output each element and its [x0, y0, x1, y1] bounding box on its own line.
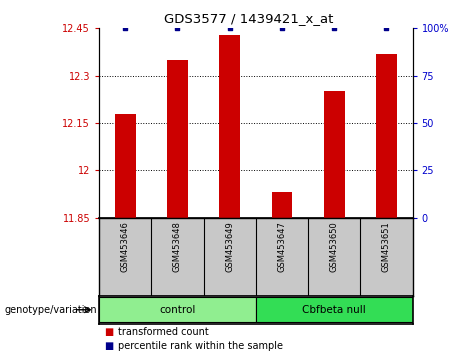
Bar	[99, 297, 256, 322]
Bar	[256, 297, 413, 322]
Text: GSM453650: GSM453650	[330, 222, 339, 272]
Text: ■: ■	[104, 341, 113, 351]
Point	[122, 25, 129, 31]
Point	[383, 25, 390, 31]
Text: GSM453649: GSM453649	[225, 222, 234, 272]
Point	[331, 25, 338, 31]
Text: transformed count: transformed count	[118, 327, 208, 337]
Bar	[219, 35, 240, 218]
Text: Cbfbeta null: Cbfbeta null	[302, 305, 366, 315]
Text: GSM453651: GSM453651	[382, 222, 391, 272]
Text: GSM453646: GSM453646	[121, 222, 130, 273]
Text: GSM453648: GSM453648	[173, 222, 182, 273]
Text: ■: ■	[104, 327, 113, 337]
Bar	[272, 193, 292, 218]
Text: GSM453647: GSM453647	[278, 222, 286, 273]
Point	[174, 25, 181, 31]
Point	[226, 25, 233, 31]
Bar	[115, 114, 136, 218]
Text: control: control	[160, 305, 195, 315]
Bar	[376, 53, 397, 218]
Text: genotype/variation: genotype/variation	[5, 305, 97, 315]
Text: GDS3577 / 1439421_x_at: GDS3577 / 1439421_x_at	[164, 12, 334, 25]
Bar	[167, 60, 188, 218]
Bar	[324, 91, 345, 218]
Text: percentile rank within the sample: percentile rank within the sample	[118, 341, 283, 351]
Point	[278, 25, 286, 31]
